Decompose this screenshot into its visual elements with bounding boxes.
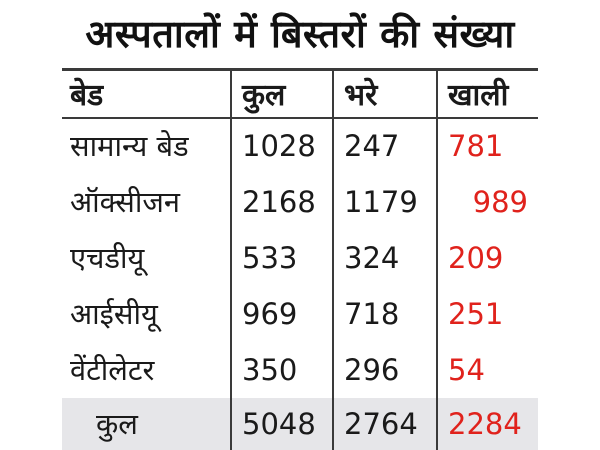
row-1-filled: 247	[344, 129, 400, 163]
row-5-free: 54	[448, 353, 485, 387]
header-total: कुल	[242, 78, 286, 113]
row-5-filled: 296	[344, 353, 400, 387]
row-3-bed: एचडीयू	[70, 241, 145, 275]
column-divider-2	[332, 68, 334, 450]
total-row-total: 5048	[242, 407, 316, 441]
top-rule	[62, 68, 538, 71]
row-3-total: 533	[242, 241, 298, 275]
header-free: खाली	[448, 78, 509, 113]
total-row-background	[62, 398, 538, 450]
row-3-free: 209	[448, 241, 504, 275]
total-row-free: 2284	[448, 407, 522, 441]
row-3-filled: 324	[344, 241, 400, 275]
total-row-label: कुल	[96, 407, 138, 441]
column-divider-1	[230, 68, 232, 450]
row-5-bed: वेंटीलेटर	[70, 353, 155, 387]
row-1-free: 781	[448, 129, 504, 163]
header-rule	[62, 117, 538, 119]
row-4-free: 251	[448, 297, 504, 331]
header-bed: बेड	[70, 78, 104, 113]
row-5-total: 350	[242, 353, 298, 387]
row-2-free: 989	[472, 185, 528, 219]
row-1-bed: सामान्य बेड	[70, 129, 189, 163]
row-1-total: 1028	[242, 129, 316, 163]
total-row-filled: 2764	[344, 407, 418, 441]
column-divider-3	[436, 68, 438, 450]
row-4-filled: 718	[344, 297, 400, 331]
header-filled: भरे	[344, 78, 378, 113]
table-title: अस्पतालों में बिस्तरों की संख्या	[85, 12, 515, 56]
row-2-bed: ऑक्सीजन	[70, 185, 181, 219]
row-4-total: 969	[242, 297, 298, 331]
row-2-total: 2168	[242, 185, 316, 219]
row-2-filled: 1179	[344, 185, 418, 219]
row-4-bed: आईसीयू	[70, 297, 158, 331]
